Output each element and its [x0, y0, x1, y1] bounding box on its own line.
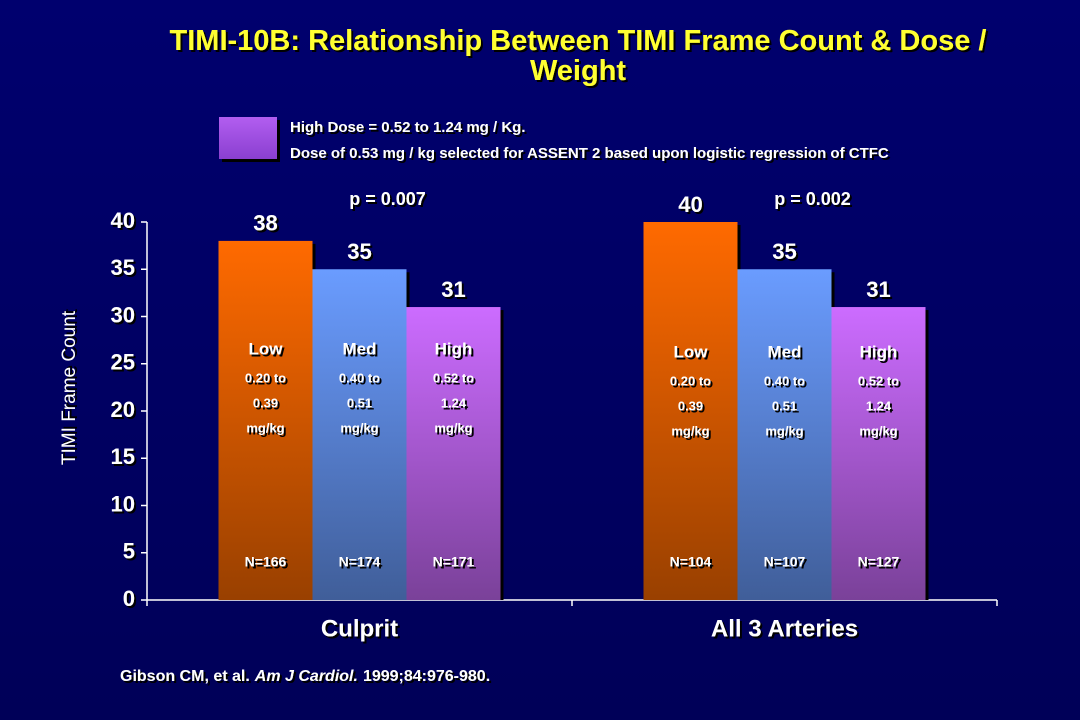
note-line: High Dose = 0.52 to 1.24 mg / Kg.	[290, 119, 525, 136]
dose-line: 0.52 to	[433, 370, 474, 385]
dose-line: mg/kg	[859, 423, 897, 438]
p-value: p = 0.007	[349, 189, 426, 209]
n-label: N=104	[670, 554, 712, 570]
n-label: N=171	[433, 554, 475, 570]
dose-line: 0.39	[253, 395, 278, 410]
value-label: 35	[772, 239, 796, 264]
series-name: Med	[343, 339, 377, 358]
y-tick-label: 0	[123, 586, 135, 611]
n-label: N=107	[764, 554, 806, 570]
note-swatch	[219, 117, 277, 159]
value-label: 31	[441, 277, 465, 302]
value-label: 40	[678, 192, 702, 217]
dose-line: 0.20 to	[670, 373, 711, 388]
dose-line: 0.51	[772, 398, 797, 413]
dose-line: mg/kg	[765, 423, 803, 438]
series-name: Low	[249, 339, 284, 358]
dose-line: 1.24	[441, 395, 467, 410]
dose-line: 1.24	[866, 398, 892, 413]
value-label: 38	[253, 211, 277, 236]
bar	[737, 269, 832, 600]
bar	[218, 240, 313, 600]
chart-title: TIMI-10B: Relationship Between TIMI Fram…	[170, 25, 987, 87]
series-name: High	[860, 342, 898, 361]
dose-line: 0.39	[678, 398, 703, 413]
y-tick-label: 20	[111, 397, 135, 422]
dose-line: 0.40 to	[339, 370, 380, 385]
y-axis-label: TIMI Frame Count	[59, 310, 80, 465]
series-name: Low	[674, 342, 709, 361]
dose-line: 0.20 to	[245, 370, 286, 385]
citation-part: Am J Cardiol.	[254, 668, 358, 685]
n-label: N=127	[858, 554, 900, 570]
series-name: High	[435, 339, 473, 358]
dose-line: mg/kg	[246, 420, 284, 435]
y-tick-label: 5	[123, 539, 135, 564]
dose-line: mg/kg	[671, 423, 709, 438]
n-label: N=174	[339, 554, 381, 570]
dose-line: mg/kg	[340, 420, 378, 435]
dose-line: 0.52 to	[858, 373, 899, 388]
value-label: 35	[347, 239, 371, 264]
y-tick-label: 15	[111, 444, 135, 469]
bar	[406, 307, 501, 600]
citation-part: 1999;84:976-980.	[363, 668, 490, 685]
y-tick-label: 40	[111, 208, 135, 233]
bar	[312, 269, 407, 600]
note-line: Dose of 0.53 mg / kg selected for ASSENT…	[290, 145, 889, 162]
citation-part: Gibson CM, et al.	[120, 668, 250, 685]
series-name: Med	[768, 342, 802, 361]
bar	[831, 307, 926, 600]
y-tick-label: 35	[111, 255, 135, 280]
citation: Gibson CM, et al. Am J Cardiol. 1999;84:97…	[120, 668, 490, 685]
value-label: 31	[866, 277, 890, 302]
p-value: p = 0.002	[774, 189, 851, 209]
dose-line: 0.40 to	[764, 373, 805, 388]
x-tick-label: Culprit	[321, 615, 398, 642]
dose-line: mg/kg	[434, 420, 472, 435]
y-tick-label: 30	[111, 302, 135, 327]
bar	[643, 222, 738, 600]
y-tick-label: 25	[111, 350, 135, 375]
y-tick-label: 10	[111, 491, 135, 516]
n-label: N=166	[245, 554, 287, 570]
dose-line: 0.51	[347, 395, 372, 410]
x-tick-label: All 3 Arteries	[711, 615, 858, 642]
